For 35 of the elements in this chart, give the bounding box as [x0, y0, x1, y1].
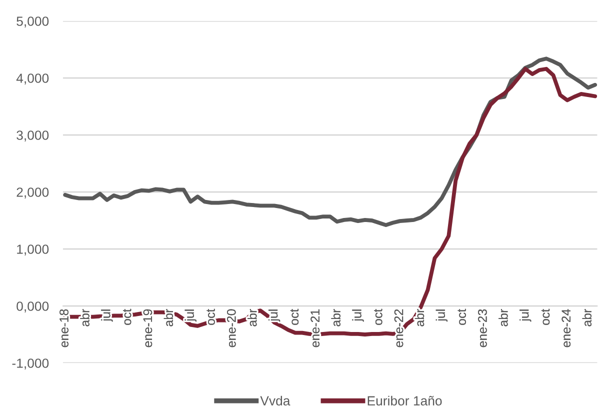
y-tick-label: -1,000 — [12, 358, 49, 370]
x-tick-label: ene-23 — [478, 309, 487, 348]
x-tick-label: abr — [80, 308, 90, 326]
x-tick-label: jul — [184, 310, 196, 322]
x-tick-label: abr — [414, 308, 424, 326]
y-tick-label: 5,000 — [16, 16, 49, 28]
y-tick-label: 4,000 — [16, 74, 49, 84]
x-tick-label: oct — [290, 308, 299, 325]
x-tick-label: ene-18 — [60, 309, 68, 348]
legend-label: Vvda — [260, 396, 290, 406]
y-tick-label: 0,000 — [16, 302, 49, 312]
x-tick-label: abr — [164, 308, 174, 326]
x-tick-label: abr — [248, 308, 257, 326]
y-tick-label: 2,000 — [16, 188, 49, 198]
x-tick-label: oct — [458, 308, 466, 325]
x-tick-label: ene-24 — [562, 309, 571, 348]
x-tick-label: abr — [331, 308, 340, 326]
x-tick-label: jul — [268, 310, 280, 322]
x-tick-label: oct — [374, 308, 382, 325]
x-tick-label: jul — [352, 310, 364, 322]
x-tick-label: oct — [541, 308, 550, 325]
y-tick-label: 1,000 — [17, 244, 49, 256]
y-tick-label: 3,000 — [16, 130, 49, 142]
x-tick-label: jul — [520, 310, 532, 322]
x-tick-label: oct — [206, 308, 215, 325]
x-tick-label: ene-19 — [143, 309, 152, 348]
x-tick-label: ene-21 — [310, 309, 320, 348]
x-tick-label: jul — [436, 310, 448, 322]
x-tick-label: jul — [101, 310, 113, 322]
x-tick-label: ene-20 — [226, 309, 236, 348]
legend-label: Euribor 1año — [368, 396, 442, 406]
x-tick-label: ene-22 — [394, 309, 404, 348]
x-tick-label: abr — [582, 308, 592, 326]
x-tick-label: oct — [123, 308, 132, 325]
x-tick-label: abr — [498, 308, 508, 326]
